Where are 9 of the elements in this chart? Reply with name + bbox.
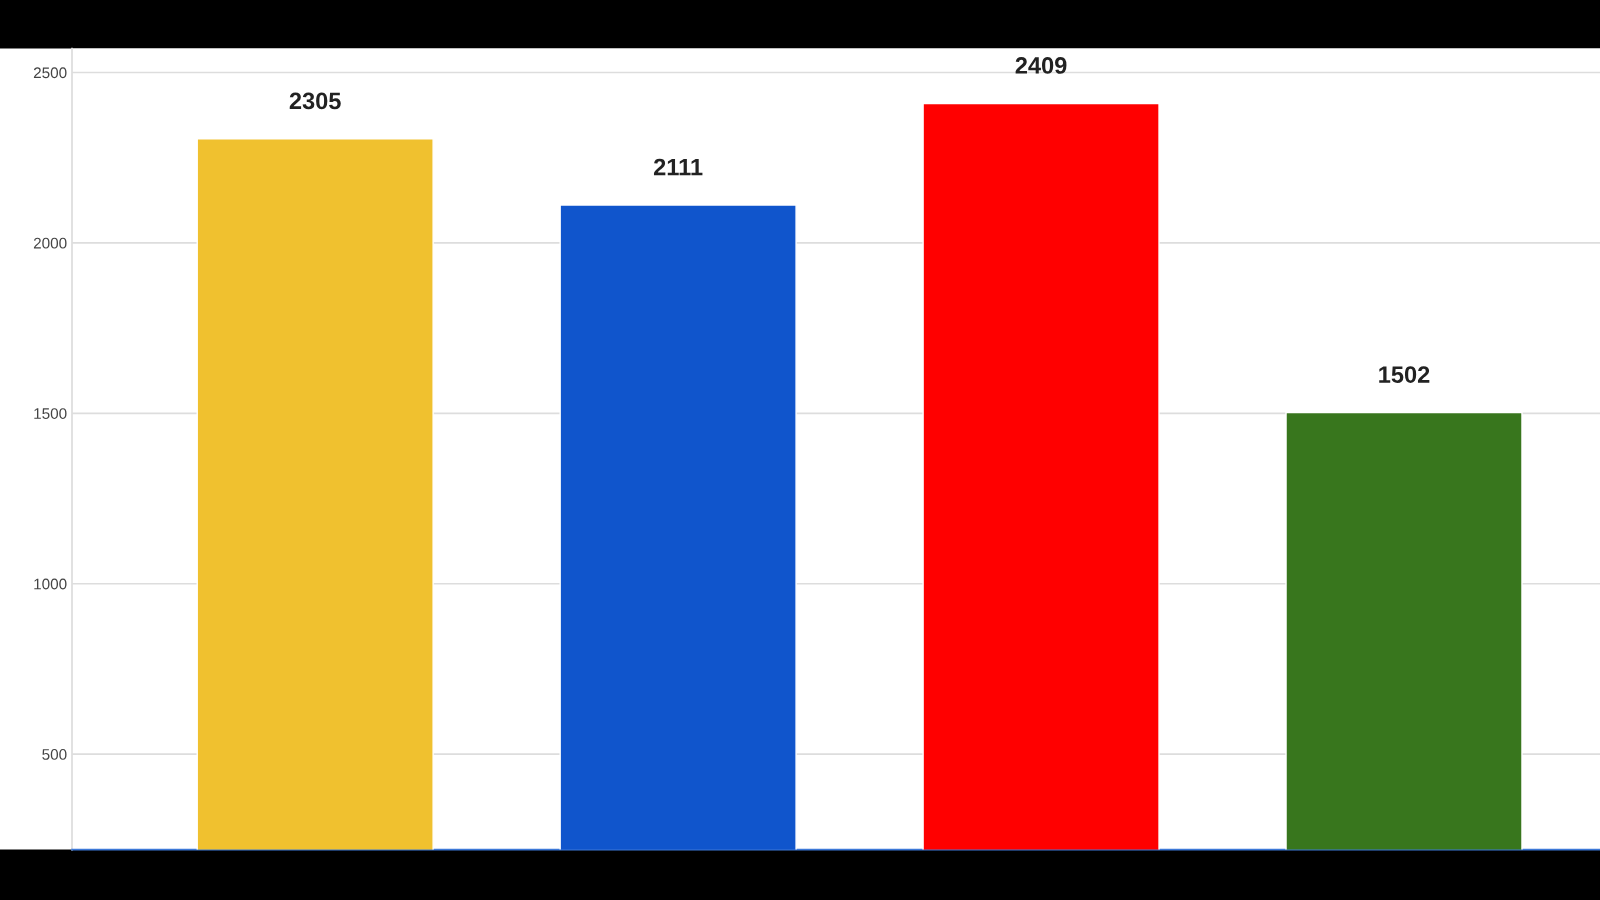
data-label: 1502 (1379, 366, 1430, 383)
data-label: 2111 (653, 158, 703, 176)
y-tick-label: 2500 (33, 67, 67, 79)
data-label: 2305 (289, 92, 341, 110)
y-tick-label: 1500 (34, 408, 67, 419)
y-tick-label: 500 (42, 749, 67, 760)
y-tick-label: 2000 (33, 237, 67, 249)
data-label: 2409 (1015, 57, 1067, 74)
y-tick-label: 1000 (34, 578, 67, 590)
